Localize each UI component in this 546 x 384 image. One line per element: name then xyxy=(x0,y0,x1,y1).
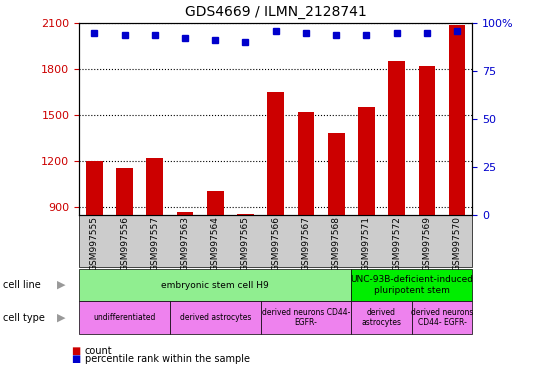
Bar xyxy=(177,212,193,346)
Text: cell line: cell line xyxy=(3,280,40,290)
Text: ▶: ▶ xyxy=(57,280,66,290)
Text: derived astrocytes: derived astrocytes xyxy=(180,313,251,322)
Bar xyxy=(146,158,163,346)
Text: ■: ■ xyxy=(71,346,80,356)
Text: ■: ■ xyxy=(71,354,80,364)
Text: derived
astrocytes: derived astrocytes xyxy=(361,308,401,328)
Bar xyxy=(116,168,133,346)
Bar xyxy=(449,25,466,346)
Bar xyxy=(358,107,375,346)
Bar xyxy=(328,133,345,346)
Bar xyxy=(207,191,223,346)
Bar xyxy=(86,161,103,346)
Text: derived neurons CD44-
EGFR-: derived neurons CD44- EGFR- xyxy=(262,308,350,328)
Bar xyxy=(268,92,284,346)
Text: embryonic stem cell H9: embryonic stem cell H9 xyxy=(162,281,269,290)
Bar xyxy=(298,112,314,346)
Bar xyxy=(237,214,254,346)
Text: derived neurons
CD44- EGFR-: derived neurons CD44- EGFR- xyxy=(411,308,473,328)
Bar xyxy=(388,61,405,346)
Text: count: count xyxy=(85,346,112,356)
Text: undifferentiated: undifferentiated xyxy=(93,313,156,322)
Text: percentile rank within the sample: percentile rank within the sample xyxy=(85,354,250,364)
Text: cell type: cell type xyxy=(3,313,45,323)
Bar xyxy=(419,66,435,346)
Text: ▶: ▶ xyxy=(57,313,66,323)
Text: UNC-93B-deficient-induced
pluripotent stem: UNC-93B-deficient-induced pluripotent st… xyxy=(351,275,473,295)
Title: GDS4669 / ILMN_2128741: GDS4669 / ILMN_2128741 xyxy=(185,5,366,19)
